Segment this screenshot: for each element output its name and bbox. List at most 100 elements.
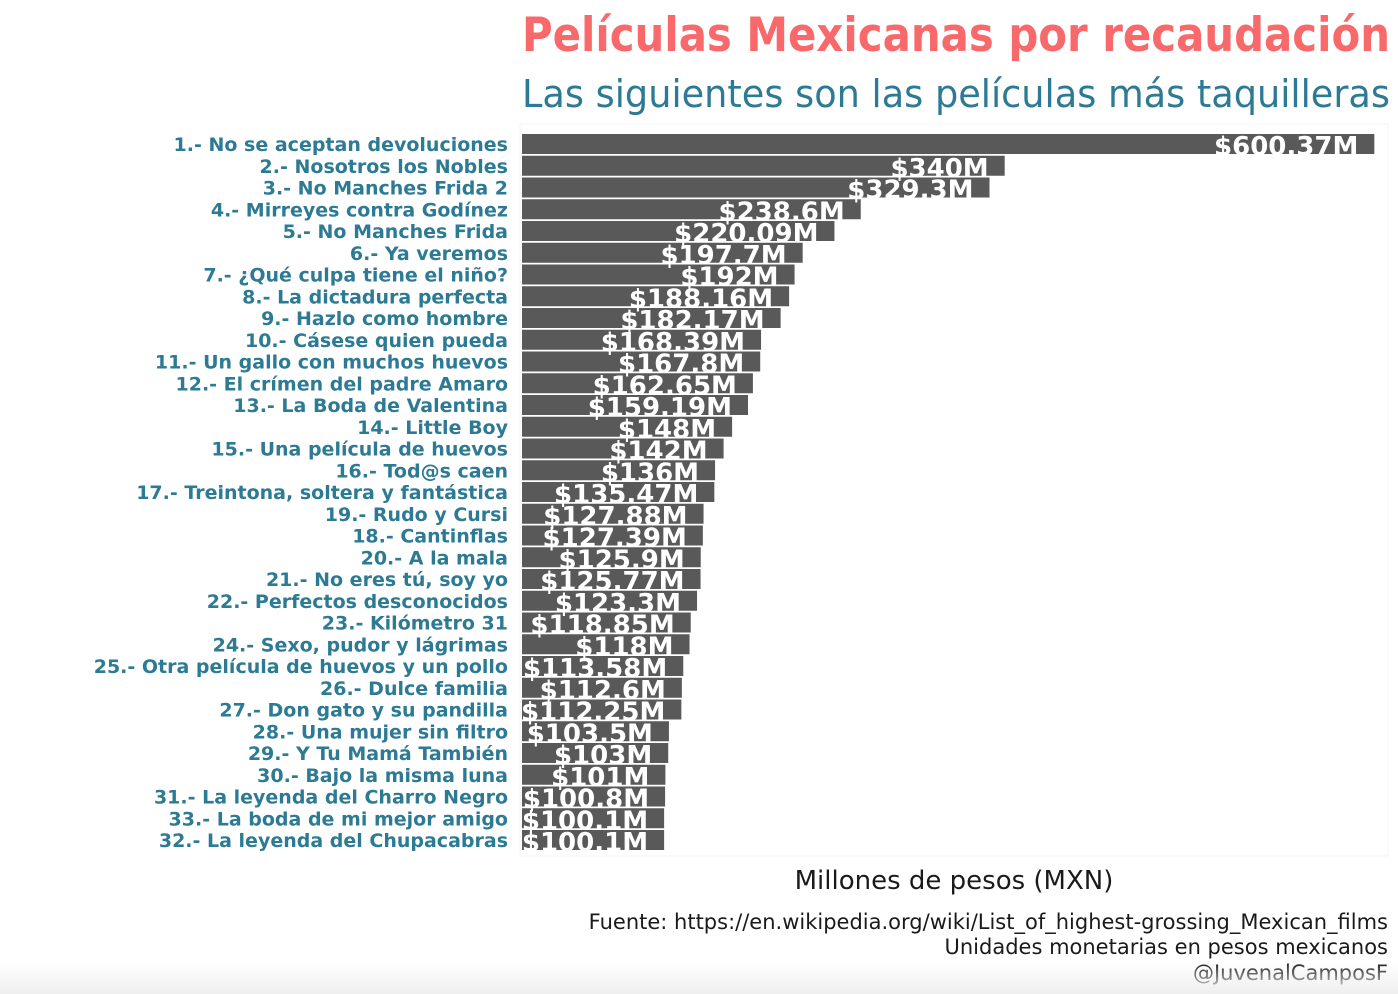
bar [522, 155, 1005, 176]
bar-value-label: $148M [618, 415, 716, 445]
bar-value-label: $103M [554, 741, 652, 771]
category-label: 13.- La Boda de Valentina [233, 395, 508, 417]
bar [522, 416, 733, 437]
category-label: 7.- ¿Qué culpa tiene el niño? [203, 265, 508, 287]
bar [522, 612, 691, 633]
bar-value-label: $192M [680, 263, 778, 293]
bar-value-label: $127.39M [543, 524, 687, 554]
x-axis-title: Millones de pesos (MXN) [795, 866, 1114, 896]
bar [522, 395, 748, 415]
category-label: 16.- Tod@s caen [335, 460, 508, 482]
bar [522, 634, 690, 655]
caption-source: Fuente: https://en.wikipedia.org/wiki/Li… [589, 910, 1388, 935]
chart-title: Películas Mexicanas por recaudación [522, 8, 1390, 63]
category-label: 33.- La boda de mi mejor amigo [169, 808, 508, 830]
bar-value-label: $238.6M [719, 197, 845, 227]
bar [522, 264, 795, 285]
bar-value-label: $168.39M [601, 328, 745, 358]
bar [522, 438, 724, 459]
bar-value-label: $112.25M [521, 698, 665, 728]
bar-value-label: $600.37M [1214, 132, 1358, 162]
category-label: 22.- Perfectos desconocidos [207, 591, 508, 613]
category-label: 17.- Treintona, soltera y fantástica [136, 482, 508, 504]
bar [522, 808, 665, 829]
bar [522, 699, 682, 720]
category-label: 5.- No Manches Frida [283, 221, 508, 243]
bar [522, 830, 665, 850]
bar-value-label: $142M [609, 437, 707, 467]
category-label: 15.- Una película de huevos [211, 439, 508, 461]
category-label: 9.- Hazlo como hombre [261, 308, 508, 330]
category-label: 31.- La leyenda del Charro Negro [154, 787, 508, 809]
category-label: 11.- Un gallo con muchos huevos [155, 352, 508, 374]
bar [522, 221, 835, 241]
bar-value-label: $118.85M [530, 611, 674, 641]
bar [522, 786, 666, 807]
category-label: 3.- No Manches Frida 2 [263, 178, 508, 200]
bar-value-label: $340M [890, 154, 988, 184]
bar [522, 460, 716, 481]
bar [522, 569, 701, 589]
bar-value-label: $118M [575, 632, 673, 662]
category-label: 30.- Bajo la misma luna [257, 765, 508, 787]
bar-value-label: $162.65M [593, 371, 737, 401]
category-label: 23.- Kilómetro 31 [322, 613, 508, 635]
bar [522, 134, 1375, 154]
bars [522, 134, 1375, 850]
bar [522, 503, 704, 524]
bar [522, 590, 698, 611]
bar-value-label: $135.47M [554, 480, 698, 510]
bar [522, 308, 781, 328]
bar-labels: $600.37M $340M$329.3M$238.6M$220.09M$197.… [521, 132, 1358, 858]
category-label: 2.- Nosotros los Nobles [260, 156, 508, 178]
bar [522, 482, 715, 502]
bar [522, 177, 990, 198]
category-label: 6.- Ya veremos [350, 243, 508, 265]
bar-value-label: $112.6M [540, 676, 666, 706]
category-label: 18.- Cantinflas [352, 526, 508, 548]
chart-subtitle: Las siguientes son las películas más taq… [522, 72, 1390, 116]
bar [522, 242, 803, 263]
bar [522, 286, 790, 307]
bar-value-label: $103.5M [527, 719, 653, 749]
category-label: 25.- Otra película de huevos y un pollo [94, 656, 508, 678]
bar-value-label: $101M [551, 763, 649, 793]
bar-value-label: $123.3M [555, 589, 681, 619]
bar-value-label: $329.3M [847, 176, 973, 206]
category-label: 32.- La leyenda del Chupacabras [159, 830, 508, 852]
category-label: 8.- La dictadura perfecta [242, 286, 508, 308]
category-label: 21.- No eres tú, soy yo [266, 569, 508, 591]
category-label: 10.- Cásese quien pueda [245, 330, 508, 352]
bar [522, 547, 701, 568]
bar-value-label: $136M [601, 458, 699, 488]
category-label: 12.- El crímen del padre Amaro [176, 373, 509, 395]
bar [522, 329, 762, 350]
category-label: 14.- Little Boy [357, 417, 508, 439]
bar-value-label: $100.1M [522, 806, 648, 836]
bar-value-label: $182.17M [620, 306, 764, 336]
category-label: 4.- Mirreyes contra Godínez [211, 199, 508, 221]
bar-value-label: $127.88M [543, 502, 687, 532]
category-label: 29.- Y Tu Mamá También [248, 743, 508, 765]
bar [522, 677, 682, 698]
category-label: 20.- A la mala [361, 547, 508, 569]
bar [522, 764, 666, 785]
bar-value-label: $220.09M [674, 219, 818, 249]
bar-value-label: $188.16M [629, 284, 773, 314]
bar [522, 656, 684, 676]
bar [522, 525, 703, 546]
category-label: 24.- Sexo, pudor y lágrimas [213, 634, 508, 656]
bar-value-label: $167.8M [618, 350, 744, 380]
bar-value-label: $159.19M [588, 393, 732, 423]
bar-value-label: $125.9M [559, 545, 685, 575]
category-label: 1.- No se aceptan devoluciones [174, 134, 508, 156]
category-label: 28.- Una mujer sin filtro [253, 721, 508, 743]
bar [522, 199, 861, 220]
bar [522, 373, 753, 394]
bar-value-label: $100.8M [523, 785, 649, 815]
category-label: 27.- Don gato y su pandilla [219, 700, 508, 722]
category-label: 26.- Dulce familia [320, 678, 508, 700]
bar [522, 743, 669, 763]
